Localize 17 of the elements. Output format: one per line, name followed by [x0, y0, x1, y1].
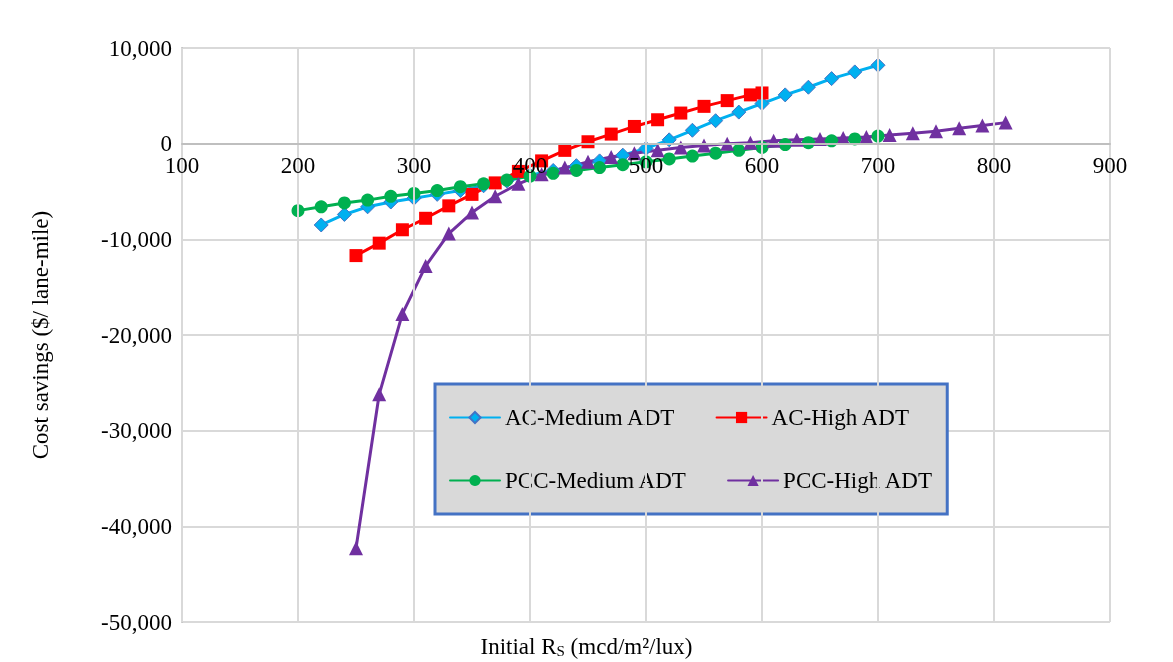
x-tick-label: 800: [976, 152, 1012, 178]
y-tick-label: -30,000: [101, 418, 172, 444]
y-tick-label: -50,000: [101, 609, 172, 635]
x-tick-label: 200: [280, 152, 316, 178]
x-tick-label: 300: [396, 152, 432, 178]
y-tick-label: -20,000: [101, 322, 172, 348]
y-tick-label: -10,000: [101, 226, 172, 252]
x-axis-title: Initial RS (mcd/m²/lux): [480, 634, 693, 659]
legend-label: PCC-Medium ADT: [505, 468, 686, 493]
legend-label: PCC-High ADT: [783, 468, 932, 493]
y-tick-label: -40,000: [101, 513, 172, 539]
x-tick-label: 600: [744, 152, 780, 178]
y-axis-title: Cost savings ($/ lane-mile): [28, 210, 53, 460]
x-tick-label: 900: [1092, 152, 1128, 178]
legend-label: AC-High ADT: [771, 405, 909, 430]
x-tick-label: 700: [860, 152, 896, 178]
y-tick-label: 10,000: [108, 35, 172, 61]
